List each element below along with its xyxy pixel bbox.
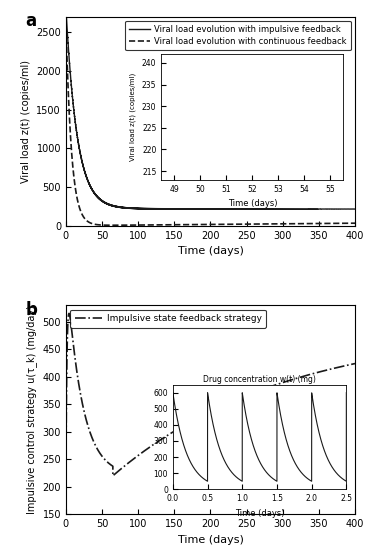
Y-axis label: Impulsive control strategy u(τ_k) (mg/day): Impulsive control strategy u(τ_k) (mg/da… xyxy=(26,305,37,514)
Viral load evolution with continuous feedback xyxy=(271,221,275,227)
Viral load evolution with impulsive feedback xyxy=(239,206,243,212)
Line: Viral load evolution with continuous feedback: Viral load evolution with continuous fee… xyxy=(66,20,355,225)
Viral load evolution with continuous feedback xyxy=(201,221,205,228)
Legend: Impulsive state feedback strategy: Impulsive state feedback strategy xyxy=(70,310,266,328)
Impulsive state feedback strategy xyxy=(64,472,68,479)
Viral load evolution with impulsive feedback xyxy=(334,206,339,212)
Impulsive state feedback strategy xyxy=(249,390,254,397)
Impulsive state feedback strategy xyxy=(136,452,140,459)
Viral load evolution with impulsive feedback xyxy=(271,206,275,212)
Impulsive state feedback strategy xyxy=(67,310,71,317)
X-axis label: Time (days): Time (days) xyxy=(178,535,243,545)
Viral load evolution with continuous feedback xyxy=(110,222,115,228)
Viral load evolution with continuous feedback xyxy=(353,220,357,227)
Viral load evolution with continuous feedback xyxy=(64,17,68,24)
Line: Impulsive state feedback strategy: Impulsive state feedback strategy xyxy=(66,314,355,476)
Viral load evolution with impulsive feedback xyxy=(201,206,205,212)
Impulsive state feedback strategy xyxy=(201,412,205,419)
Y-axis label: Viral load z(t) (copies/ml): Viral load z(t) (copies/ml) xyxy=(21,60,31,182)
Impulsive state feedback strategy xyxy=(334,364,339,371)
Legend: Viral load evolution with impulsive feedback, Viral load evolution with continuo: Viral load evolution with impulsive feed… xyxy=(125,21,351,50)
Viral load evolution with impulsive feedback xyxy=(136,205,140,212)
X-axis label: Time (days): Time (days) xyxy=(178,246,243,256)
Viral load evolution with continuous feedback xyxy=(249,221,254,227)
Line: Viral load evolution with impulsive feedback: Viral load evolution with impulsive feed… xyxy=(66,7,355,209)
Viral load evolution with impulsive feedback xyxy=(64,4,68,11)
Impulsive state feedback strategy xyxy=(271,383,275,389)
Impulsive state feedback strategy xyxy=(239,394,243,401)
Viral load evolution with continuous feedback xyxy=(239,221,243,227)
Viral load evolution with continuous feedback xyxy=(334,220,339,227)
Viral load evolution with impulsive feedback xyxy=(353,206,357,212)
Text: b: b xyxy=(25,301,37,319)
Text: a: a xyxy=(25,12,37,30)
Viral load evolution with impulsive feedback xyxy=(249,206,254,212)
Viral load evolution with continuous feedback xyxy=(136,222,140,228)
Impulsive state feedback strategy xyxy=(353,360,357,367)
Viral load evolution with impulsive feedback xyxy=(64,4,68,11)
